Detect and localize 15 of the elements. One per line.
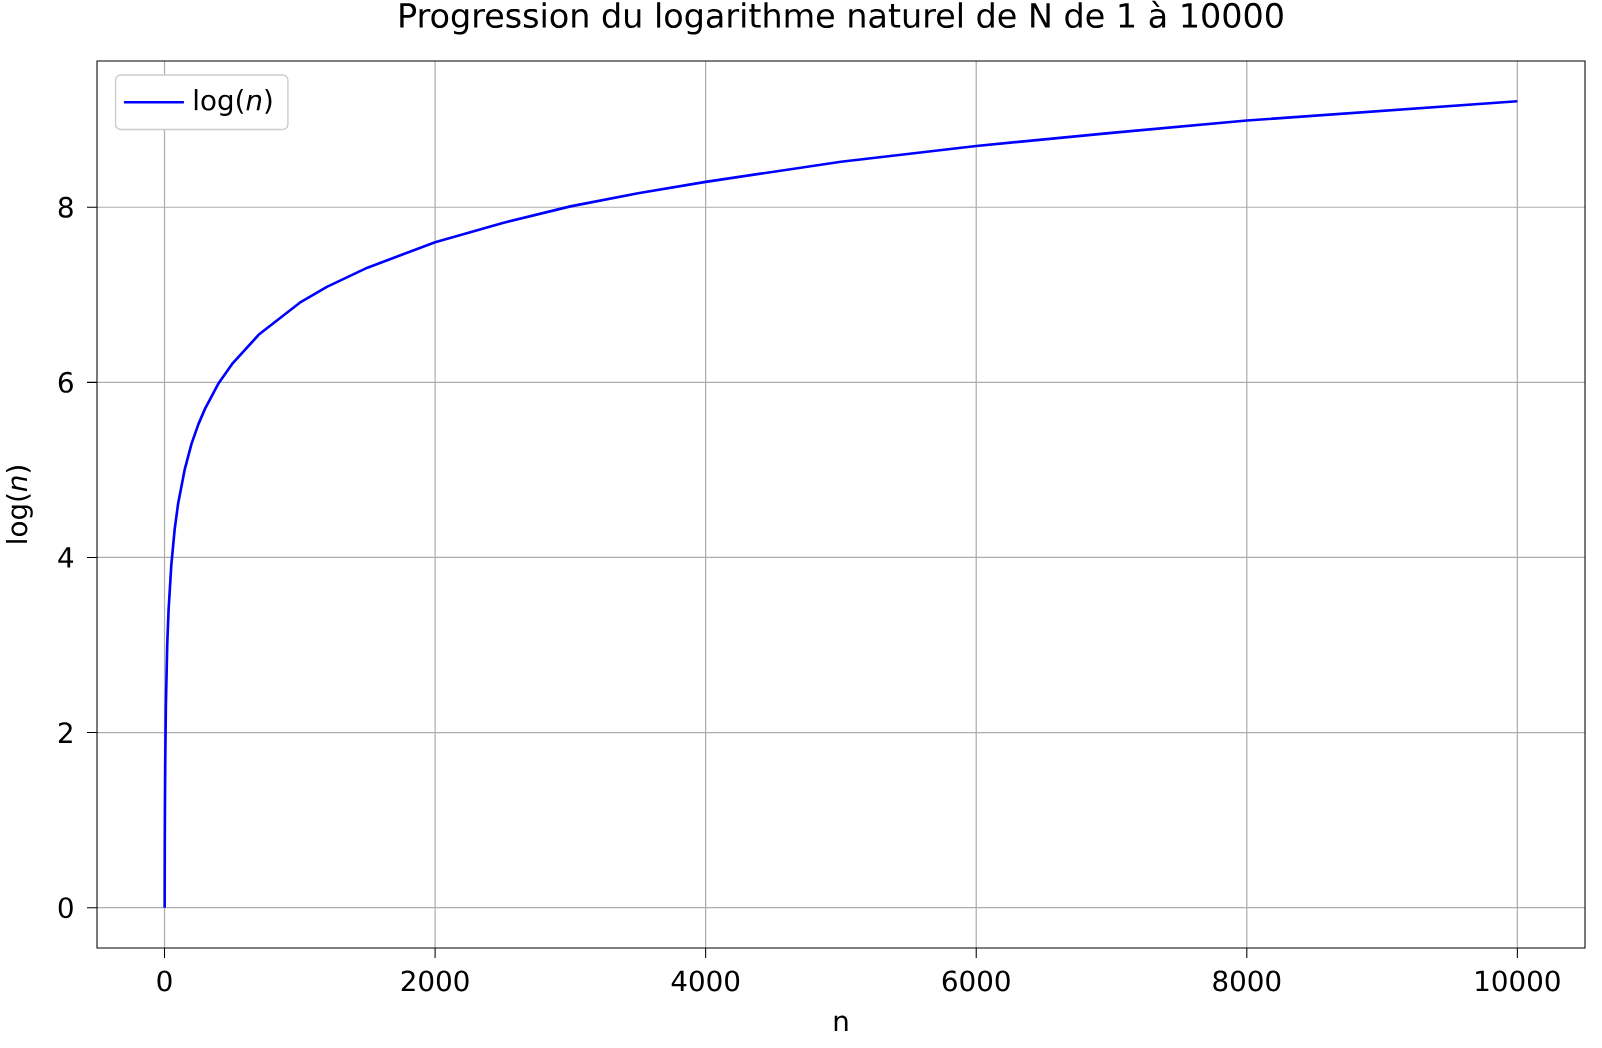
x-tick-label: 8000 [1213, 970, 1281, 992]
y-tick-label: 4 [58, 547, 74, 568]
y-tick-label: 0 [58, 897, 73, 919]
x-tick-label: 10000 [1476, 970, 1560, 992]
x-tick-label: 6000 [942, 970, 1010, 992]
y-axis-title: log(n) [5, 466, 33, 543]
x-tick-label: 4000 [671, 970, 740, 992]
x-axis-title: n [834, 1015, 848, 1032]
x-tick-label: 0 [157, 970, 172, 992]
legend-label: log(n) [194, 89, 272, 116]
y-tick-label: 8 [58, 196, 73, 218]
x-tick-label: 2000 [401, 970, 469, 992]
y-tick-label: 2 [58, 722, 72, 743]
y-tick-label: 6 [58, 371, 73, 393]
chart-title: Progression du logarithme naturel de N de 1 à 10000 [400, 0, 1283, 35]
